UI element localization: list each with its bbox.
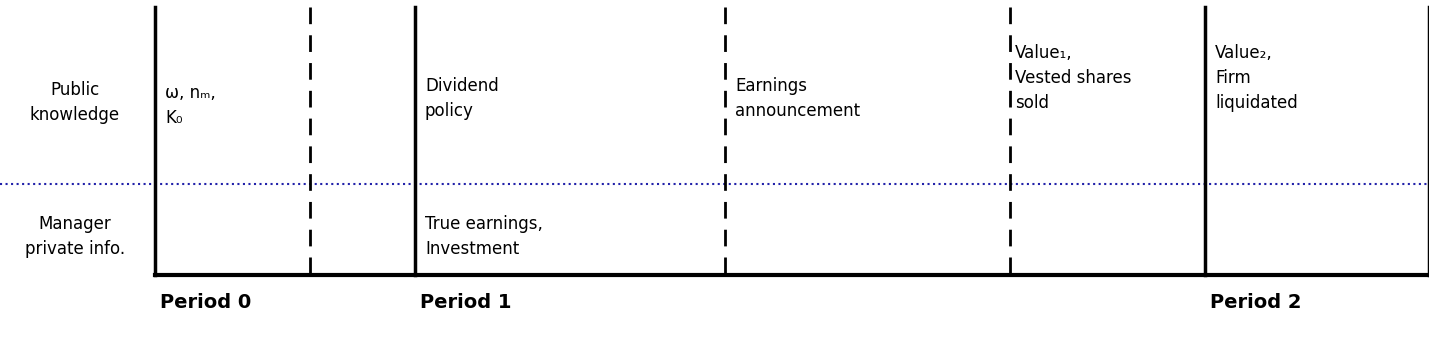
Text: ω, nₘ,
K₀: ω, nₘ, K₀ [164, 84, 216, 127]
Text: Period 1: Period 1 [420, 293, 512, 312]
Text: Value₂,
Firm
liquidated: Value₂, Firm liquidated [1215, 44, 1298, 112]
Text: Dividend
policy: Dividend policy [424, 77, 499, 120]
Text: Period 0: Period 0 [160, 293, 252, 312]
Text: Earnings
announcement: Earnings announcement [735, 77, 860, 120]
Text: Period 2: Period 2 [1210, 293, 1302, 312]
Text: Public
knowledge: Public knowledge [30, 81, 120, 124]
Text: Manager
private info.: Manager private info. [24, 215, 126, 258]
Text: Value₁,
Vested shares
sold: Value₁, Vested shares sold [1015, 44, 1132, 112]
Text: True earnings,
Investment: True earnings, Investment [424, 215, 543, 258]
